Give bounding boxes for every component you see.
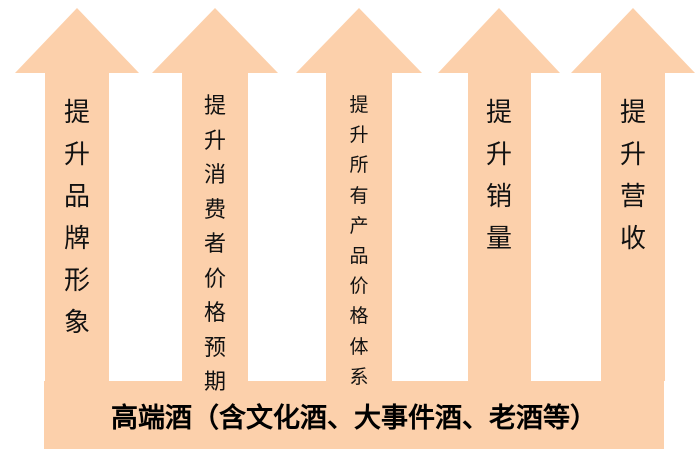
label-char: 期 <box>203 370 226 395</box>
arrow-5-label: 提升营收 <box>613 92 653 260</box>
up-arrow-3 <box>296 8 422 381</box>
label-char: 预 <box>203 335 226 361</box>
label-char: 牌 <box>63 224 90 254</box>
label-char: 升 <box>619 140 646 170</box>
base-label: 高端酒（含文化酒、大事件酒、老酒等） <box>111 402 597 434</box>
label-char: 所 <box>349 154 369 177</box>
label-char: 提 <box>485 98 512 128</box>
label-char: 升 <box>203 128 226 154</box>
label-char: 提 <box>203 94 226 119</box>
up-arrow-5 <box>571 8 695 381</box>
label-char: 者 <box>203 232 226 257</box>
label-char: 消 <box>203 163 226 188</box>
label-char: 销 <box>485 182 512 212</box>
label-char: 有 <box>349 184 369 207</box>
label-char: 价 <box>203 266 226 292</box>
label-char: 量 <box>485 224 512 254</box>
label-char: 升 <box>63 140 90 170</box>
label-char: 升 <box>485 140 512 170</box>
label-char: 格 <box>349 305 369 328</box>
label-char: 象 <box>63 308 90 338</box>
arrow-3-label: 提升所有产品价格体系 <box>339 90 379 392</box>
label-char: 提 <box>619 98 646 128</box>
label-char: 提 <box>63 98 90 128</box>
label-char: 价 <box>349 275 369 298</box>
label-char: 品 <box>349 245 369 268</box>
arrow-4-label: 提升销量 <box>479 92 519 260</box>
base-bar <box>44 381 664 449</box>
arrow-1-label: 提升品牌形象 <box>57 92 97 344</box>
label-char: 体 <box>349 335 369 358</box>
up-arrow-2 <box>152 8 278 381</box>
label-char: 形 <box>63 266 90 296</box>
label-char: 格 <box>203 301 226 326</box>
label-char: 收 <box>619 224 646 254</box>
label-char: 升 <box>349 124 369 147</box>
up-arrow-1 <box>15 8 139 381</box>
label-char: 费 <box>203 197 226 223</box>
label-char: 品 <box>63 182 90 212</box>
label-char: 提 <box>349 94 369 116</box>
label-char: 营 <box>619 182 646 212</box>
up-arrow-4 <box>438 8 560 381</box>
arrow-2-label: 提升消费者价格预期 <box>195 90 235 401</box>
label-char: 系 <box>349 365 369 388</box>
label-char: 产 <box>349 214 369 237</box>
